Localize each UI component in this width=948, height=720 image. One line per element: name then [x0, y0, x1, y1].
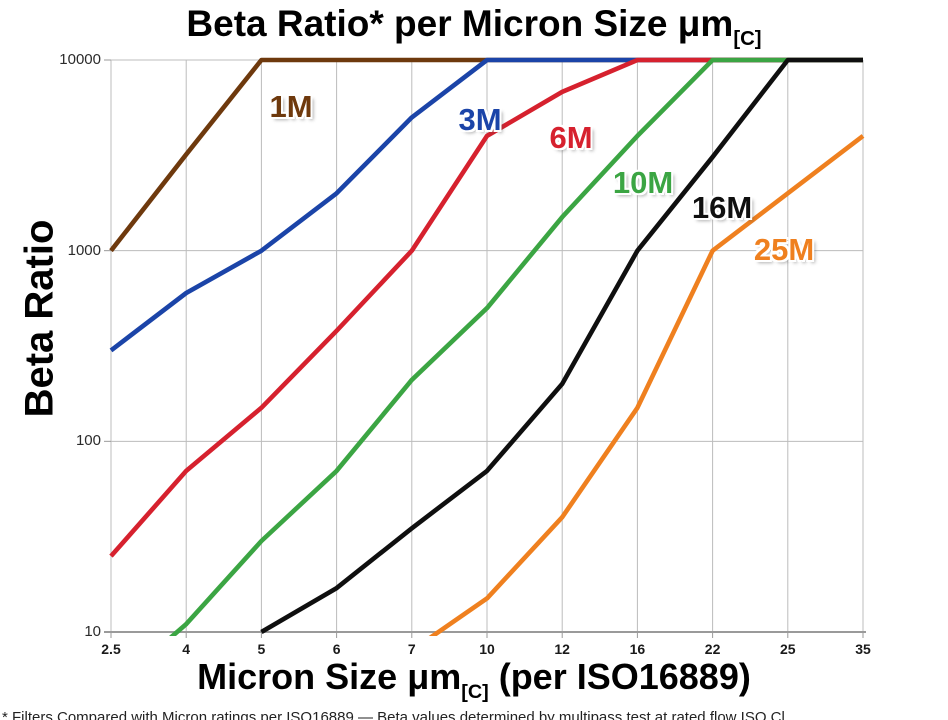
x-tick-label-2.5: 2.5	[101, 641, 121, 657]
chart-title: Beta Ratio* per Micron Size μm[C]	[0, 3, 948, 51]
x-tick-label-5: 5	[257, 641, 266, 657]
y-tick-label-1000: 1000	[67, 241, 101, 259]
x-axis-title: Micron Size μm[C] (per ISO16889)	[0, 656, 948, 704]
chart-title-text: Beta Ratio* per Micron Size μm	[186, 3, 734, 44]
series-label-10M: 10M	[612, 165, 674, 200]
chart-title-subscript: [C]	[733, 28, 762, 51]
series-label-1M: 1M	[269, 89, 313, 124]
y-tick-label-10: 10	[84, 623, 101, 640]
series-label-16M: 16M	[691, 190, 753, 225]
y-tick-label-100: 100	[75, 432, 101, 450]
x-axis-title-subscript: [C]	[461, 680, 489, 703]
x-tick-label-35: 35	[855, 641, 871, 657]
x-tick-label-4: 4	[182, 641, 191, 657]
footnote-clipped-text: * Filters Compared with Micron ratings p…	[2, 709, 785, 720]
x-tick-label-7: 7	[407, 641, 416, 657]
x-tick-label-10: 10	[479, 641, 495, 657]
y-tick-label-10000: 10000	[59, 50, 101, 68]
series-line-10M	[168, 57, 863, 636]
series-label-25M: 25M	[753, 232, 815, 267]
x-tick-label-6: 6	[332, 641, 341, 657]
x-tick-label-12: 12	[554, 641, 570, 657]
series-label-6M: 6M	[549, 120, 593, 155]
x-tick-label-22: 22	[704, 641, 721, 657]
x-tick-label-16: 16	[629, 641, 646, 657]
series-line-16M	[260, 57, 863, 634]
x-axis-title-text: Micron Size μm	[197, 656, 462, 697]
x-tick-label-25: 25	[780, 641, 796, 657]
series-label-3M: 3M	[458, 102, 502, 137]
x-axis-title-suffix: (per ISO16889)	[488, 656, 751, 697]
series-line-25M	[428, 134, 865, 636]
